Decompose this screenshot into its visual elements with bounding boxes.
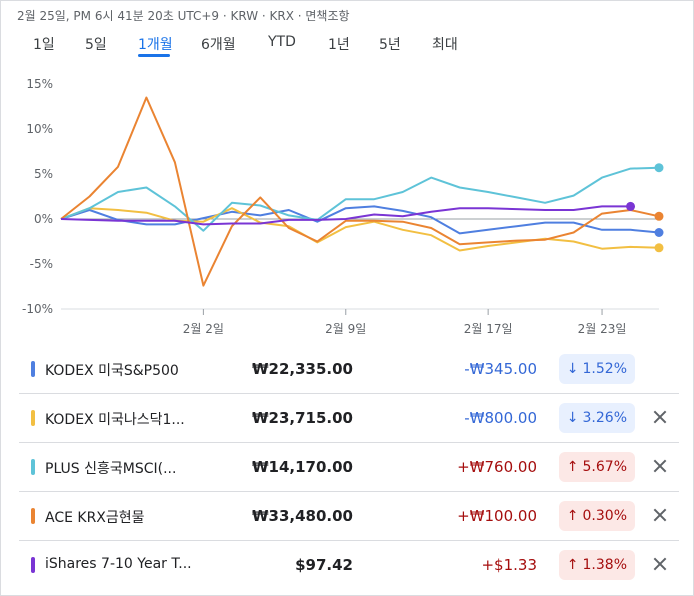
holding-price: $97.42 [295,556,353,574]
series-color-swatch [31,508,35,524]
holding-change: -₩345.00 [464,360,537,378]
y-tick-label: 15% [26,77,53,91]
percent-change-badge: ↓ 3.26% [558,403,635,433]
series-line-0 [60,205,660,235]
series-line-4 [60,205,631,226]
arrow-up-icon: ↑ [566,557,579,573]
holding-row[interactable]: PLUS 신흥국MSCI(... ₩14,170.00 +₩760.00 ↑ 5.67% [19,443,679,492]
holding-change: +$1.33 [481,556,537,574]
percent-change-value: 1.52% [582,361,627,377]
series-end-point-1 [654,243,664,253]
x-tick-label: 2월 17일 [464,322,513,336]
series-color-swatch [31,410,35,426]
series-end-point-0 [654,228,664,237]
series-end-point-2 [654,163,664,173]
series-end-point-3 [654,211,664,221]
percent-change-value: 0.30% [582,508,627,524]
percent-change-badge: ↑ 1.38% [558,550,635,580]
series-line-1 [60,207,660,252]
percent-change-value: 1.38% [582,557,627,573]
y-tick-label: 5% [34,167,53,181]
arrow-down-icon: ↓ [566,361,579,377]
arrow-up-icon: ↑ [566,508,579,524]
y-tick-label: -10% [22,302,53,316]
tab-1y[interactable]: 1년 [328,37,350,53]
series-end-point-4 [626,201,636,211]
holding-row[interactable]: iShares 7-10 Year T... $97.42 +$1.33 ↑ 1.38% [19,541,679,590]
holding-change: +₩100.00 [457,507,537,525]
row-divider [19,393,679,394]
percent-change-value: 3.26% [582,410,627,426]
arrow-down-icon: ↓ [566,410,579,426]
close-icon[interactable] [649,406,671,428]
tab-ytd[interactable]: YTD [268,34,296,50]
y-tick-label: 10% [26,122,53,136]
tab-5d[interactable]: 5일 [85,37,107,53]
holding-row[interactable]: KODEX 미국S&P500 ₩22,335.00 -₩345.00 ↓ 1.52% [19,345,679,394]
holding-name[interactable]: KODEX 미국나스닥1... [45,412,185,428]
active-tab-indicator [138,54,170,57]
series-color-swatch [31,361,35,377]
header-timestamp: 2월 25일, PM 6시 41분 20초 UTC+9 · KRW · KRX … [17,9,350,23]
holding-price: ₩14,170.00 [251,458,353,476]
percent-change-badge: ↑ 5.67% [558,452,635,482]
x-tick-label: 2월 23일 [578,322,627,336]
series-line-3 [60,96,660,287]
holding-change: -₩800.00 [464,409,537,427]
row-divider [19,442,679,443]
x-tick-label: 2월 2일 [183,322,224,336]
holding-price: ₩22,335.00 [251,360,353,378]
tab-max[interactable]: 최대 [432,37,458,53]
holding-name[interactable]: iShares 7-10 Year T... [45,556,192,572]
comparison-chart: 15% 10% 5% 0% -5% -10% 2월 2일 2월 9일 2월 17일 2월 23일 [22,77,664,336]
close-icon[interactable] [649,553,671,575]
holding-change: +₩760.00 [457,458,537,476]
close-icon[interactable] [649,455,671,477]
y-tick-label: -5% [30,257,53,271]
percent-change-badge: ↓ 1.52% [558,354,635,384]
holding-name[interactable]: KODEX 미국S&P500 [45,363,179,379]
row-divider [19,491,679,492]
series-color-swatch [31,459,35,475]
tab-1m[interactable]: 1개월 [138,37,173,53]
list-top-divider [19,344,679,345]
series-line-2 [60,166,660,232]
series-color-swatch [31,557,35,573]
tab-6m[interactable]: 6개월 [201,37,236,53]
row-divider [19,540,679,541]
holding-name[interactable]: ACE KRX금현물 [45,510,145,526]
percent-change-badge: ↑ 0.30% [558,501,635,531]
holding-name[interactable]: PLUS 신흥국MSCI(... [45,461,177,477]
x-tick-label: 2월 9일 [325,322,366,336]
arrow-up-icon: ↑ [566,459,579,475]
y-tick-label: 0% [34,212,53,226]
holding-row[interactable]: KODEX 미국나스닥1... ₩23,715.00 -₩800.00 ↓ 3.26% [19,394,679,443]
close-icon[interactable] [649,504,671,526]
range-tabs: 1일 5일 1개월 6개월 YTD 1년 5년 최대 [1,34,694,58]
holding-price: ₩33,480.00 [251,507,353,525]
holding-price: ₩23,715.00 [251,409,353,427]
tab-5y[interactable]: 5년 [379,37,401,53]
percent-change-value: 5.67% [582,459,627,475]
holding-row[interactable]: ACE KRX금현물 ₩33,480.00 +₩100.00 ↑ 0.30% [19,492,679,541]
tab-1d[interactable]: 1일 [33,37,55,53]
